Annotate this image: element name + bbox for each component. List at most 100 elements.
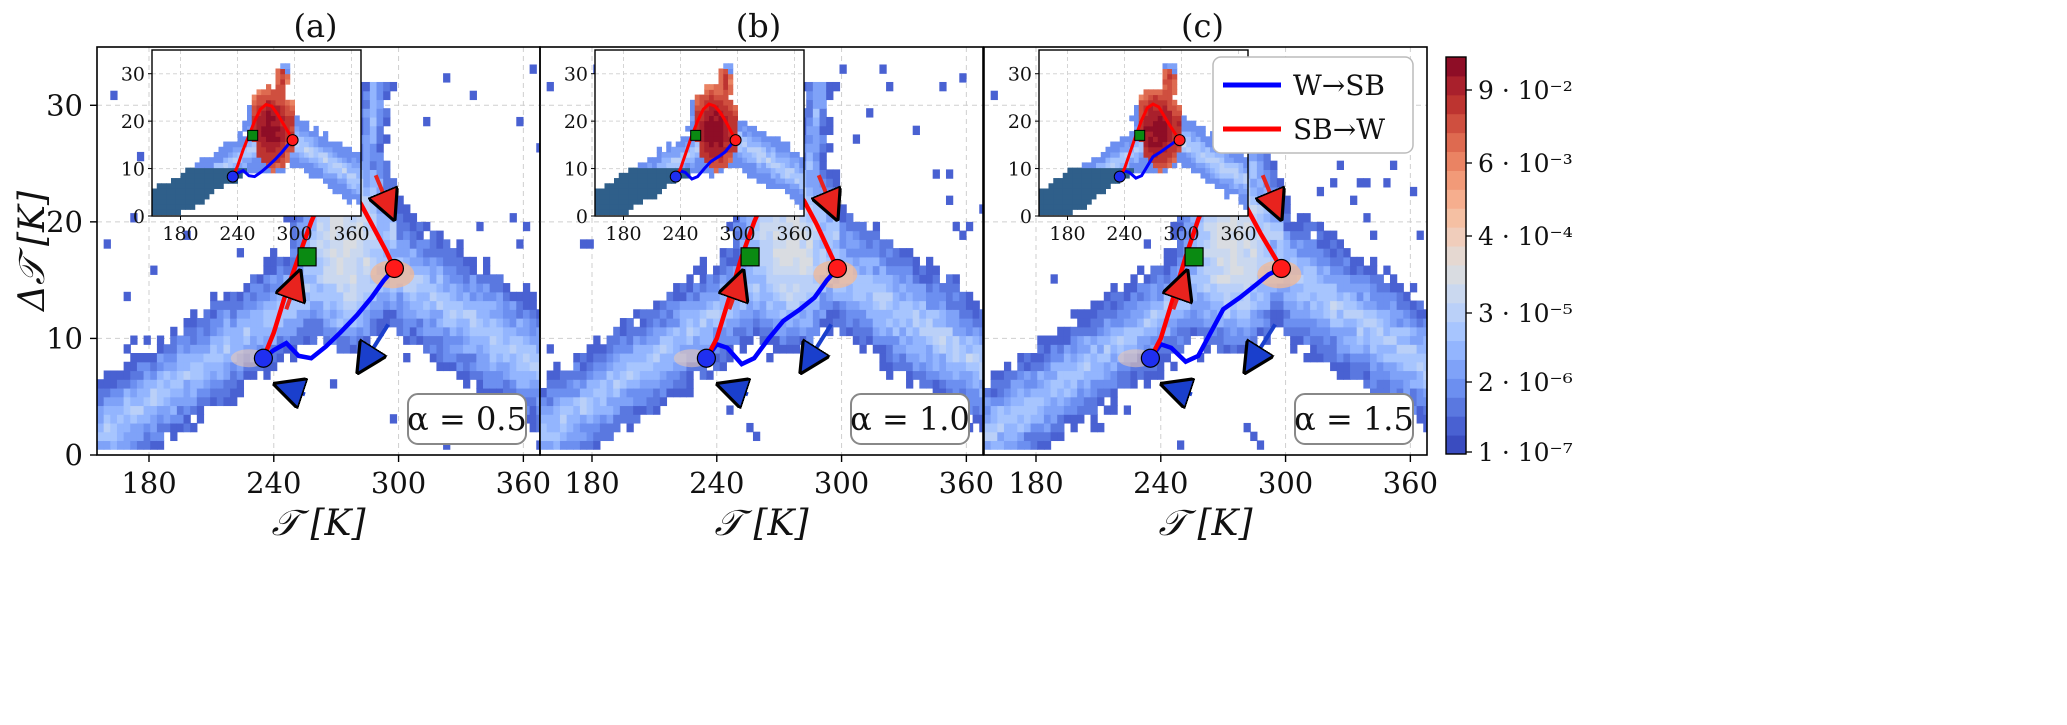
- density-cell: [1070, 370, 1078, 380]
- density-cell: [1196, 291, 1205, 302]
- density-cell: [766, 300, 774, 310]
- density-cell: [1196, 300, 1205, 310]
- density-cell: [879, 344, 887, 354]
- inset-density-cell: [275, 115, 281, 122]
- density-cell: [1270, 169, 1278, 179]
- density-cell: [866, 248, 874, 258]
- inset-density-cell: [723, 99, 729, 106]
- inset-x-tick-label: 180: [162, 223, 198, 245]
- density-cell: [686, 300, 694, 310]
- density-cell: [984, 422, 992, 433]
- density-cell: [1223, 256, 1231, 267]
- inset-density-cell: [256, 167, 262, 174]
- inset-density-cell: [308, 162, 314, 169]
- density-cell: [1037, 396, 1045, 407]
- density-cell: [1416, 335, 1424, 345]
- inset-density-cell: [1172, 78, 1178, 85]
- inset-density-cell: [647, 178, 653, 184]
- inset-density-cell: [280, 63, 286, 69]
- inset-density-cell: [1143, 131, 1149, 137]
- density-cell: [586, 344, 594, 354]
- density-cell: [389, 309, 398, 319]
- inset-density-cell: [799, 157, 804, 163]
- inset-density-cell: [799, 183, 804, 189]
- density-cell: [403, 213, 411, 223]
- inset-density-cell: [1210, 157, 1216, 163]
- density-cell: [1230, 221, 1238, 232]
- density-cell: [369, 248, 378, 258]
- density-cell: [436, 326, 444, 337]
- density-cell: [1170, 256, 1178, 267]
- density-cell: [619, 379, 628, 389]
- density-cell: [290, 256, 298, 267]
- density-cell: [926, 256, 934, 267]
- density-cell: [1256, 440, 1265, 450]
- density-cell: [1396, 318, 1404, 328]
- density-cell: [383, 318, 391, 328]
- density-cell: [170, 414, 178, 424]
- density-cell: [812, 160, 821, 170]
- density-cell: [1243, 274, 1251, 284]
- density-cell: [509, 335, 517, 345]
- density-cell: [409, 300, 418, 310]
- inset-density-cell: [1176, 115, 1182, 122]
- density-cell: [679, 379, 688, 389]
- density-cell: [766, 239, 774, 249]
- inset-density-cell: [1181, 125, 1187, 132]
- density-cell: [1230, 230, 1238, 240]
- inset-density-cell: [694, 146, 700, 153]
- density-cell: [1243, 239, 1251, 249]
- density-cell: [839, 248, 847, 258]
- density-cell: [383, 291, 391, 302]
- inset-density-cell: [713, 141, 719, 148]
- density-cell: [389, 230, 398, 240]
- density-cell: [1057, 335, 1065, 345]
- density-cell: [1090, 387, 1098, 398]
- density-cell: [1157, 361, 1165, 372]
- density-cell: [336, 335, 344, 345]
- density-cell: [336, 265, 344, 275]
- density-cell: [1316, 186, 1325, 197]
- density-cell: [553, 361, 561, 372]
- inset-density-cell: [266, 115, 272, 122]
- density-cell: [666, 370, 674, 380]
- density-cell: [866, 265, 874, 275]
- density-cell: [1236, 239, 1245, 249]
- density-cell: [1216, 230, 1225, 240]
- inset-density-cell: [275, 73, 281, 80]
- density-cell: [859, 326, 867, 337]
- density-cell: [1163, 300, 1171, 310]
- density-cell: [376, 160, 384, 170]
- density-cell: [1230, 265, 1238, 275]
- density-cell: [1376, 300, 1384, 310]
- density-cell: [376, 108, 384, 118]
- density-cell: [1203, 291, 1211, 302]
- inset-density-cell: [285, 115, 291, 122]
- density-cell: [932, 283, 940, 293]
- density-cell: [296, 309, 304, 319]
- inset-density-cell: [275, 78, 281, 85]
- inset-density-cell: [256, 105, 262, 111]
- density-cell: [846, 326, 854, 337]
- inset-density-cell: [652, 162, 658, 169]
- density-cell: [1336, 353, 1344, 363]
- density-cell: [1363, 213, 1371, 223]
- inset-y-tick-label: 0: [133, 206, 145, 228]
- density-cell: [223, 291, 231, 302]
- density-cell: [826, 143, 834, 153]
- density-cell: [1376, 361, 1384, 372]
- density-cell: [423, 274, 431, 284]
- density-cell: [719, 300, 727, 310]
- density-cell: [1196, 353, 1205, 363]
- density-cell: [536, 387, 540, 398]
- density-cell: [1283, 291, 1291, 302]
- density-cell: [846, 309, 854, 319]
- inset-density-cell: [266, 110, 272, 116]
- inset-density-cell: [218, 183, 224, 189]
- density-cell: [143, 335, 151, 345]
- density-cell: [792, 335, 801, 345]
- density-cell: [469, 344, 477, 354]
- colorbar-segment: [1446, 189, 1466, 209]
- density-cell: [852, 309, 861, 319]
- inset-density-cell: [656, 188, 662, 195]
